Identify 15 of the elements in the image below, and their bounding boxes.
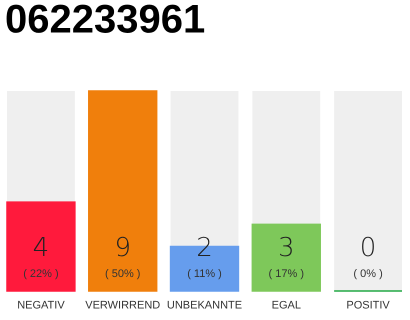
chart-title: 062233961: [5, 0, 206, 42]
x-tick-label: VERWIRREND: [85, 300, 160, 312]
x-tick-label: UNBEKANNTE: [166, 300, 242, 312]
data-label: 0: [360, 233, 376, 263]
annotation: ( 17% ): [268, 268, 304, 280]
annotation: ( 22% ): [23, 268, 59, 280]
annotation: ( 50% ): [104, 268, 140, 280]
annotation: ( 0% ): [353, 268, 383, 280]
data-label: 4: [32, 233, 50, 263]
x-tick-label: NEGATIV: [17, 300, 66, 312]
x-tick-label: POSITIV: [346, 300, 390, 312]
annotation: ( 11% ): [187, 268, 222, 280]
data-label: 3: [278, 233, 295, 263]
data-label: 9: [114, 233, 131, 263]
x-tick-label: EGAL: [272, 300, 301, 312]
